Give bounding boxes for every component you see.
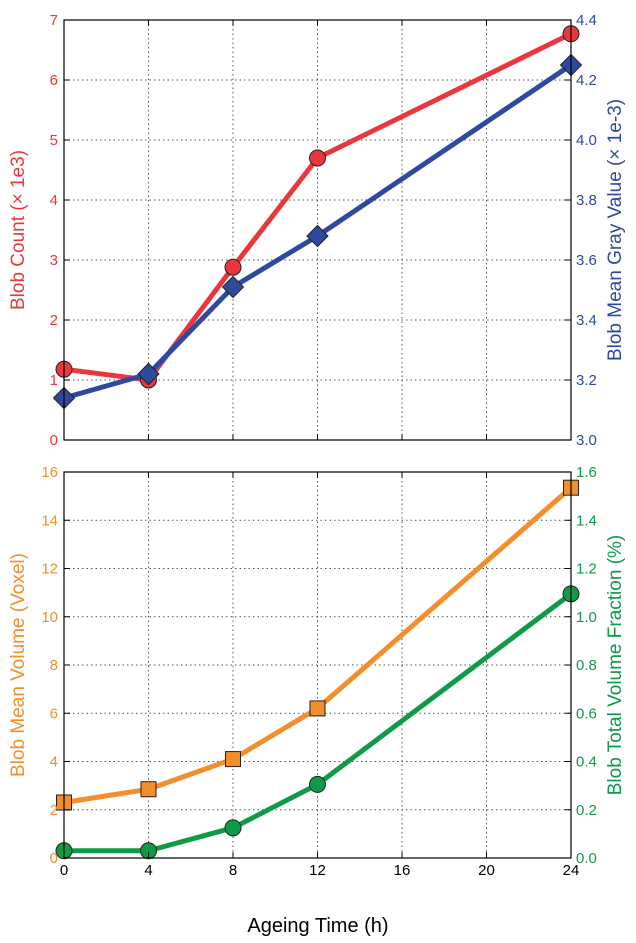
left-axis-title: Blob Count (× 1e3) [8, 150, 29, 310]
right-axis-title: Blob Total Volume Fraction (%) [605, 535, 626, 796]
right-y-tick-label: 1.6 [576, 464, 597, 481]
right-y-tick-label: 0.8 [576, 657, 597, 674]
left-y-tick-label: 8 [50, 657, 58, 674]
right-y-tick-label: 4.0 [576, 132, 597, 149]
x-tick-label: 8 [229, 862, 237, 879]
left-y-tick-label: 5 [50, 132, 58, 149]
left-axis-title: Blob Mean Volume (Voxel) [8, 553, 29, 777]
x-tick-label: 0 [60, 862, 68, 879]
data-point [309, 700, 326, 717]
x-tick-label: 4 [144, 862, 152, 879]
right-axis-title: Blob Mean Gray Value (× 1e-3) [605, 99, 626, 361]
data-point [224, 258, 242, 276]
left-y-tick-label: 7 [50, 12, 58, 29]
left-y-tick-label: 1 [50, 372, 58, 389]
left-y-tick-label: 6 [50, 72, 58, 89]
data-point [309, 149, 326, 167]
right-y-tick-label: 0.0 [576, 850, 597, 867]
x-axis-title: Ageing Time (h) [247, 915, 388, 937]
x-tick-label: 24 [563, 862, 580, 879]
right-y-tick-label: 4.2 [576, 72, 597, 89]
x-tick-label: 20 [478, 862, 495, 879]
right-y-tick-label: 3.4 [576, 312, 597, 329]
data-point [137, 362, 160, 386]
left-y-tick-label: 4 [50, 754, 58, 771]
left-y-tick-label: 2 [50, 312, 58, 329]
right-y-tick-label: 1.2 [576, 561, 597, 578]
left-y-tick-label: 2 [50, 802, 58, 819]
data-point [221, 275, 245, 299]
right-y-tick-label: 0.4 [576, 754, 597, 771]
right-y-tick-label: 0.2 [576, 802, 597, 819]
data-point [140, 781, 157, 798]
left-y-tick-label: 12 [41, 561, 58, 578]
x-tick-label: 12 [309, 862, 326, 879]
right-y-tick-label: 3.0 [576, 432, 597, 449]
right-y-tick-label: 3.8 [576, 192, 597, 209]
bottom-panel: 0 4 8 12 16 20 2402468101214160.00.20.40.60.81… [8, 464, 626, 879]
left-y-tick-label: 16 [41, 464, 58, 481]
left-y-tick-label: 6 [50, 705, 58, 722]
right-y-tick-label: 1.4 [576, 512, 597, 529]
right-y-tick-label: 1.0 [576, 609, 597, 626]
data-point [309, 775, 326, 793]
x-tick-label: 16 [394, 862, 411, 879]
right-y-tick-label: 0.6 [576, 705, 597, 722]
right-y-tick-label: 4.4 [576, 12, 597, 29]
left-y-tick-label: 0 [50, 432, 58, 449]
left-y-tick-label: 10 [41, 609, 58, 626]
data-point [140, 842, 157, 860]
data-point [306, 224, 329, 248]
left-y-tick-label: 14 [41, 512, 58, 529]
data-point [224, 819, 242, 837]
right-y-tick-label: 3.2 [576, 372, 597, 389]
right-y-tick-label: 3.6 [576, 252, 597, 269]
left-y-tick-label: 4 [50, 192, 58, 209]
left-y-tick-label: 0 [50, 850, 58, 867]
data-point [225, 751, 241, 768]
top-panel: 0 1 2 3 4 5 6 7 3.0 3.2 3.4 3.6 3.8 4.0 4.2 4.4 Blob Cou… [8, 12, 626, 449]
left-y-tick-label: 3 [50, 252, 58, 269]
